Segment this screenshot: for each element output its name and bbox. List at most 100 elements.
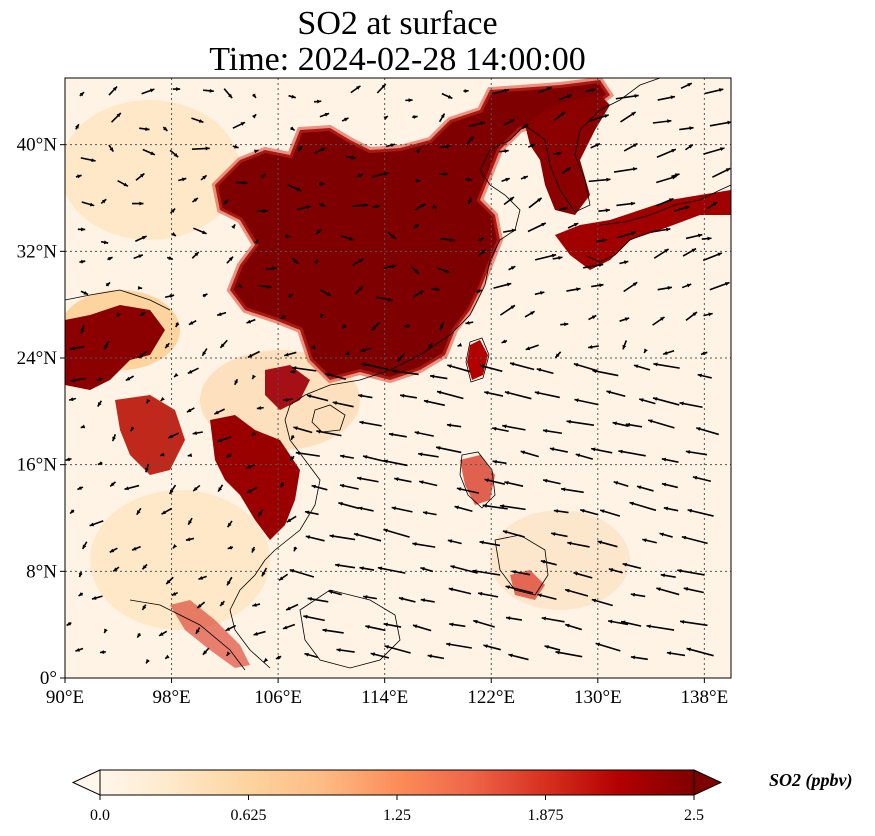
wind-arrow (446, 642, 472, 649)
wind-arrow (216, 311, 227, 317)
wind-arrow (454, 505, 473, 513)
colorbar: 0.0 0.625 1.25 1.875 2.5 (71, 769, 723, 824)
wind-arrow (567, 541, 590, 548)
wind-arrow (187, 517, 193, 526)
wind-arrow (246, 486, 258, 494)
wind-arrow (701, 236, 712, 241)
wind-arrow (588, 177, 611, 183)
wind-arrow (304, 652, 319, 659)
wind-arrow (683, 587, 704, 594)
wind-arrow (315, 228, 322, 236)
wind-arrow (472, 619, 495, 628)
wind-arrow (75, 174, 82, 179)
wind-arrow (646, 624, 675, 631)
colorbar-tick-label: 0.0 (90, 807, 110, 824)
wind-arrow (202, 647, 210, 656)
wind-arrow (534, 391, 560, 399)
wind-arrow (109, 481, 117, 488)
colorbar-tick-label: 2.5 (684, 807, 704, 824)
wind-arrow (528, 197, 543, 209)
wind-arrow (534, 253, 557, 261)
wind-arrow (195, 627, 201, 635)
wind-arrow (291, 366, 317, 372)
wind-arrow (590, 447, 613, 454)
wind-arrow (549, 447, 568, 453)
wind-arrow (652, 119, 672, 124)
lat-tick-label: 24°N (17, 348, 58, 369)
wind-arrow (679, 126, 694, 131)
wind-arrow (81, 201, 95, 207)
wind-arrow (465, 320, 474, 325)
wind-arrow (141, 563, 148, 570)
wind-arrow (77, 227, 86, 232)
wind-arrow (285, 603, 299, 611)
wind-arrow (226, 256, 234, 264)
wind-arrow (284, 234, 291, 239)
so2-region-korea (525, 95, 610, 215)
wind-arrow (619, 260, 629, 265)
wind-arrow (66, 621, 72, 627)
wind-arrow (622, 562, 642, 570)
wind-arrow (158, 630, 168, 637)
wind-arrow (329, 534, 356, 541)
wind-arrow (427, 654, 445, 660)
wind-arrow (362, 455, 387, 463)
wind-arrow (687, 508, 714, 517)
wind-arrow (414, 203, 426, 211)
wind-arrow (573, 571, 593, 579)
wind-arrow (662, 350, 675, 355)
wind-arrow (630, 592, 646, 598)
wind-arrow (446, 423, 462, 428)
wind-arrow (338, 501, 360, 510)
wind-arrow (622, 340, 628, 350)
wind-arrow (695, 427, 720, 436)
wind-arrow (553, 509, 569, 514)
colorbar-tick-label: 0.625 (231, 807, 267, 824)
wind-arrow (103, 628, 108, 634)
wind-arrow (359, 420, 382, 427)
wind-arrow (607, 619, 629, 626)
wind-arrow (108, 86, 118, 96)
wind-arrow (193, 227, 207, 235)
wind-arrow (502, 228, 517, 233)
high-so2-regions (65, 78, 731, 668)
wind-arrow (173, 372, 179, 378)
wind-arrow (553, 151, 562, 156)
wind-arrow (592, 369, 619, 377)
wind-arrow (139, 127, 150, 131)
wind-arrow (457, 342, 463, 347)
wind-arrow (186, 407, 195, 413)
wind-arrow (566, 419, 594, 426)
so2-region-indochina (210, 415, 300, 540)
wind-arrow (647, 419, 675, 429)
wind-arrow (137, 285, 143, 290)
wind-arrow (615, 94, 639, 100)
wind-arrow (413, 223, 420, 229)
wind-arrow (168, 484, 177, 495)
wind-arrow (160, 396, 165, 402)
wind-arrow (697, 373, 712, 379)
wind-arrow (172, 543, 178, 549)
wind-arrow (80, 324, 85, 334)
wind-arrow (663, 506, 679, 512)
wind-arrow (232, 121, 246, 129)
wind-arrow (511, 570, 531, 576)
wind-arrow (314, 99, 322, 104)
title-line-2: Time: 2024-02-28 14:00:00 (209, 41, 586, 78)
wind-arrow (598, 208, 610, 213)
wind-arrow (503, 196, 515, 206)
wind-arrow (432, 204, 438, 209)
wind-arrow (493, 282, 512, 289)
wind-arrow (319, 289, 332, 297)
wind-arrow (324, 372, 347, 381)
wind-arrow (110, 112, 122, 123)
wind-arrow (289, 569, 315, 578)
wind-arrow (564, 588, 589, 597)
wind-arrow (561, 166, 572, 175)
wind-arrow (700, 351, 708, 356)
wind-arrow (202, 293, 208, 298)
wind-arrow (573, 363, 598, 372)
wind-arrow (619, 317, 630, 322)
wind-arrow (686, 647, 714, 657)
wind-arrow (357, 393, 373, 399)
